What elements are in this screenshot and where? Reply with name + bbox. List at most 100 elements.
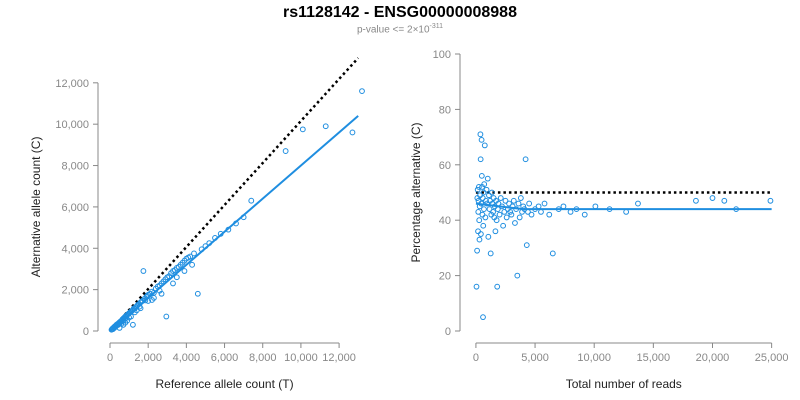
data-point xyxy=(549,250,556,257)
data-point xyxy=(509,203,516,210)
reference-line xyxy=(109,57,360,332)
data-point xyxy=(194,290,201,297)
x-tick-label: 15,000 xyxy=(637,352,671,364)
data-point xyxy=(502,197,509,204)
data-point xyxy=(145,298,152,304)
right-panel-percentage: 0 5,000 10,000 15,000 20,000 25,000 0 20 40 60 80 1… xyxy=(409,49,788,391)
x-tick-label: 8,000 xyxy=(249,352,277,364)
data-point xyxy=(163,313,170,320)
data-point xyxy=(484,175,491,182)
data-point xyxy=(499,203,505,210)
y-tick-label: 4,000 xyxy=(61,243,89,255)
data-point xyxy=(541,200,548,207)
data-point xyxy=(494,206,501,213)
data-point xyxy=(476,217,483,224)
data-points xyxy=(108,88,365,333)
data-point xyxy=(721,197,728,204)
data-point xyxy=(475,228,481,235)
data-point xyxy=(555,206,562,213)
data-point xyxy=(198,246,205,253)
x-tick-label: 0 xyxy=(473,352,479,364)
data-point xyxy=(349,129,356,136)
data-point xyxy=(479,195,486,201)
data-point xyxy=(525,208,531,215)
data-point xyxy=(492,228,499,235)
data-point xyxy=(538,208,544,215)
data-point xyxy=(481,181,488,188)
x-tick-label: 6,000 xyxy=(211,352,239,364)
data-point xyxy=(532,206,538,213)
data-point xyxy=(487,250,494,257)
x-tick-label: 10,000 xyxy=(577,352,611,364)
data-point xyxy=(500,222,507,229)
data-point xyxy=(359,88,365,94)
data-point xyxy=(507,208,514,215)
data-point xyxy=(482,214,489,221)
data-point xyxy=(225,226,232,233)
data-point xyxy=(478,136,485,143)
y-tick-label: 60 xyxy=(439,160,451,172)
data-point xyxy=(521,206,528,213)
x-tick-label: 0 xyxy=(107,352,113,364)
data-point xyxy=(528,211,535,218)
data-point xyxy=(733,206,740,213)
reference-line-group xyxy=(109,57,360,332)
x-axis-label: Reference allele count (T) xyxy=(156,377,294,391)
y-tick-label: 80 xyxy=(439,104,451,116)
data-point xyxy=(481,142,488,149)
data-point xyxy=(606,206,613,213)
data-point xyxy=(767,197,774,204)
data-point xyxy=(212,235,218,241)
data-point xyxy=(248,197,255,204)
data-point xyxy=(480,314,486,321)
data-point xyxy=(513,206,520,213)
data-point xyxy=(581,211,588,218)
y-tick-label: 0 xyxy=(83,326,89,338)
subtitle-base: 10 xyxy=(418,24,430,36)
data-point xyxy=(122,319,129,326)
data-point xyxy=(140,268,147,274)
data-point xyxy=(476,203,483,210)
data-point xyxy=(173,274,180,281)
data-point xyxy=(517,195,524,201)
subtitle-exponent: -311 xyxy=(429,23,444,30)
data-point xyxy=(592,203,599,210)
data-point xyxy=(709,195,716,201)
data-point xyxy=(477,131,484,138)
chart-title: rs1128142 - ENSG00000008988 xyxy=(283,4,517,21)
data-point xyxy=(116,324,123,331)
x-tick-label: 2,000 xyxy=(134,352,162,364)
data-point xyxy=(217,230,224,237)
y-tick-label: 2,000 xyxy=(61,285,89,297)
data-point xyxy=(233,220,239,227)
data-point xyxy=(474,247,480,254)
data-point xyxy=(515,200,522,207)
data-point xyxy=(623,208,630,215)
x-axis-label: Total number of reads xyxy=(566,377,682,391)
data-point xyxy=(526,200,533,207)
data-point xyxy=(477,156,484,163)
data-point xyxy=(516,214,523,221)
data-point xyxy=(481,206,487,213)
data-point xyxy=(181,268,188,274)
data-point xyxy=(189,261,195,268)
data-point xyxy=(322,123,329,130)
data-point xyxy=(508,211,515,218)
y-axis-label: Alternative allele count (C) xyxy=(29,137,43,278)
data-point xyxy=(170,280,176,287)
y-tick-label: 100 xyxy=(433,49,451,61)
data-point xyxy=(573,206,580,213)
y-tick-label: 20 xyxy=(439,271,451,283)
data-point xyxy=(514,272,521,279)
y-tick-label: 6,000 xyxy=(61,202,89,214)
x-tick-label: 20,000 xyxy=(696,352,730,364)
data-point xyxy=(497,195,504,201)
data-point xyxy=(475,208,482,215)
data-point xyxy=(483,186,490,193)
data-point xyxy=(483,197,489,204)
subtitle-prefix: p-value <= 2 xyxy=(356,24,413,36)
data-point xyxy=(149,297,155,303)
data-point xyxy=(477,231,484,237)
data-points xyxy=(473,131,774,321)
y-axis-label: Percentage alternative (C) xyxy=(409,122,423,262)
